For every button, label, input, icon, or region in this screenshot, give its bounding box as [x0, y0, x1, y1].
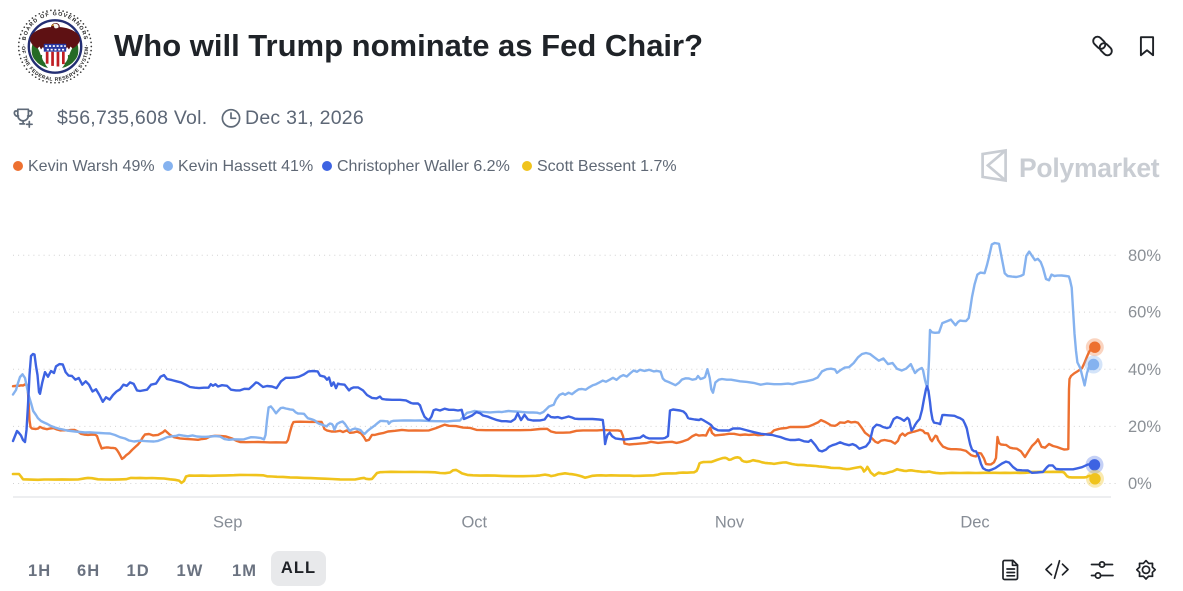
- svg-text:0%: 0%: [1128, 475, 1152, 493]
- svg-text:60%: 60%: [1128, 304, 1161, 322]
- svg-text:20%: 20%: [1128, 418, 1161, 436]
- svg-text:Oct: Oct: [461, 514, 487, 532]
- svg-text:Nov: Nov: [715, 514, 745, 532]
- svg-text:Dec: Dec: [960, 514, 989, 532]
- svg-text:40%: 40%: [1128, 361, 1161, 379]
- svg-text:80%: 80%: [1128, 247, 1161, 265]
- svg-text:Sep: Sep: [213, 514, 242, 532]
